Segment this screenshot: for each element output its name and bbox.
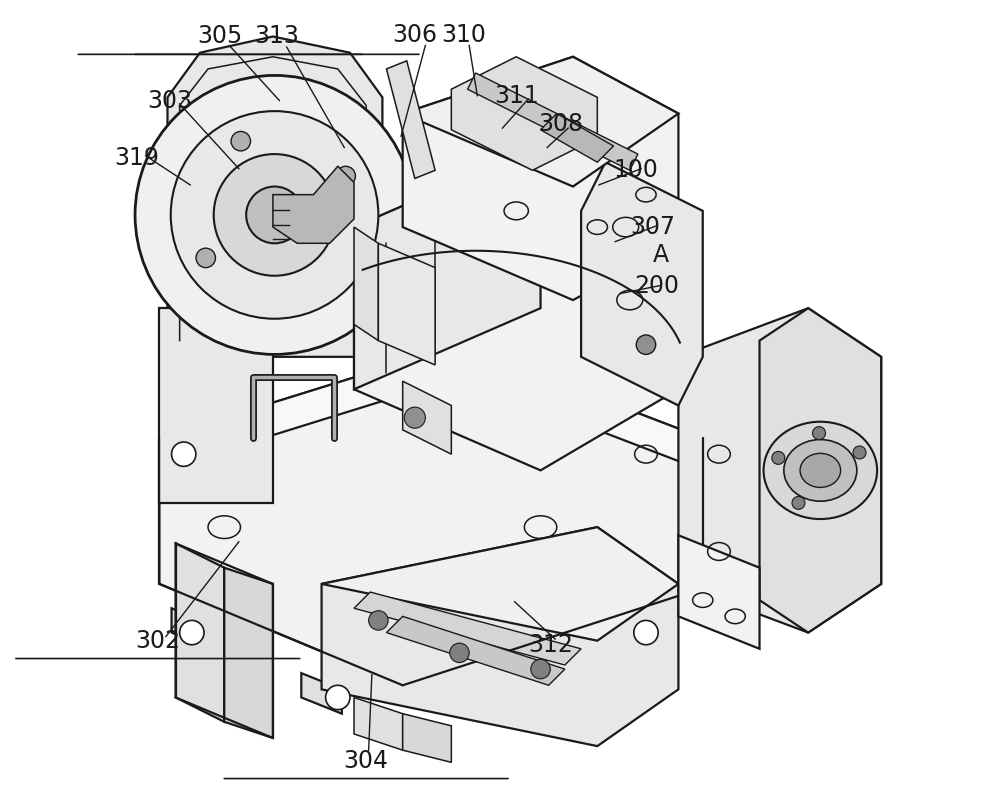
Polygon shape — [354, 146, 541, 389]
Circle shape — [135, 75, 414, 354]
Text: 313: 313 — [255, 24, 299, 49]
Text: 307: 307 — [630, 215, 675, 239]
Polygon shape — [378, 243, 435, 365]
Polygon shape — [354, 146, 678, 470]
Polygon shape — [451, 57, 597, 170]
Circle shape — [531, 659, 550, 679]
Polygon shape — [403, 57, 678, 187]
Polygon shape — [273, 166, 354, 243]
Circle shape — [246, 187, 303, 243]
Text: 200: 200 — [634, 274, 679, 298]
Polygon shape — [386, 616, 565, 685]
Polygon shape — [581, 162, 703, 406]
Text: 308: 308 — [538, 112, 583, 136]
Polygon shape — [159, 308, 273, 503]
Circle shape — [171, 111, 378, 319]
Polygon shape — [541, 114, 614, 162]
Polygon shape — [354, 227, 378, 341]
Polygon shape — [354, 592, 581, 665]
Text: 319: 319 — [114, 146, 159, 170]
Circle shape — [369, 611, 388, 630]
Polygon shape — [301, 673, 342, 714]
Text: A: A — [653, 243, 669, 268]
Text: 311: 311 — [494, 84, 539, 108]
Circle shape — [813, 427, 826, 440]
Text: 306: 306 — [392, 23, 437, 47]
Polygon shape — [167, 36, 382, 357]
Ellipse shape — [764, 422, 877, 519]
Text: 303: 303 — [147, 89, 192, 114]
Circle shape — [326, 685, 350, 710]
Polygon shape — [403, 714, 451, 762]
Polygon shape — [322, 527, 678, 641]
Circle shape — [214, 154, 335, 276]
Polygon shape — [386, 61, 435, 178]
Text: 304: 304 — [344, 749, 389, 773]
Polygon shape — [468, 73, 638, 170]
Text: 312: 312 — [528, 633, 573, 657]
Polygon shape — [159, 345, 703, 685]
Circle shape — [231, 131, 251, 151]
Polygon shape — [520, 624, 561, 665]
Polygon shape — [678, 535, 760, 649]
Circle shape — [636, 335, 656, 354]
Circle shape — [196, 248, 215, 268]
Text: 310: 310 — [441, 23, 486, 47]
Polygon shape — [403, 57, 678, 300]
Text: 305: 305 — [198, 24, 243, 49]
Text: 302: 302 — [135, 629, 180, 653]
Polygon shape — [176, 543, 224, 722]
Circle shape — [180, 620, 204, 645]
Circle shape — [634, 620, 658, 645]
Polygon shape — [403, 381, 451, 454]
Polygon shape — [172, 608, 212, 649]
Polygon shape — [159, 345, 703, 470]
Polygon shape — [678, 308, 881, 633]
Circle shape — [450, 643, 469, 663]
Circle shape — [853, 446, 866, 459]
Polygon shape — [760, 308, 881, 633]
Polygon shape — [224, 568, 273, 738]
Circle shape — [404, 407, 425, 428]
Circle shape — [172, 442, 196, 466]
Text: 100: 100 — [614, 158, 659, 182]
Polygon shape — [354, 697, 403, 750]
Circle shape — [772, 452, 785, 465]
Circle shape — [336, 166, 355, 186]
Circle shape — [792, 496, 805, 509]
Polygon shape — [322, 527, 678, 746]
Ellipse shape — [800, 453, 841, 487]
Ellipse shape — [784, 440, 857, 501]
